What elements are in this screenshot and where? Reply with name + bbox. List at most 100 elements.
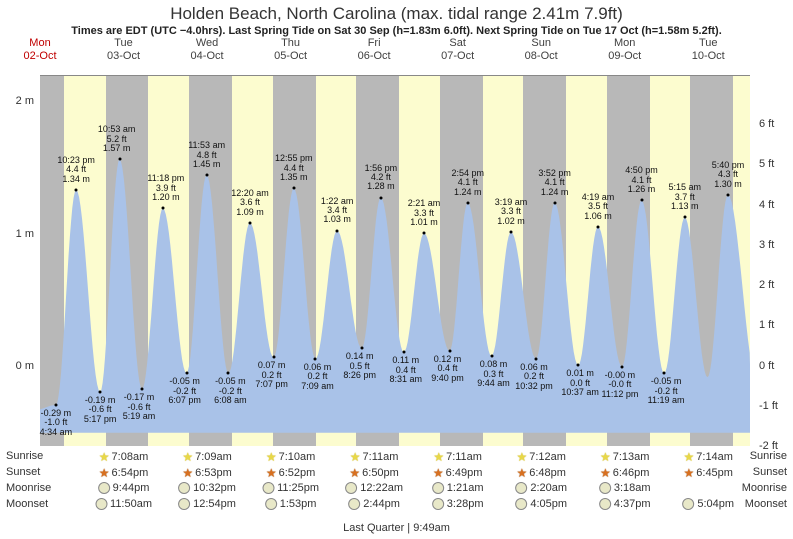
tide-point	[490, 355, 493, 358]
y-tick-ft: 2 ft	[759, 279, 793, 291]
tide-point	[509, 230, 512, 233]
footer-row-label: Moonset	[6, 498, 66, 510]
sun-moon-time: ★7:10am	[266, 450, 315, 464]
sun-moon-time: ★7:08am	[99, 450, 148, 464]
high-tide-label: 11:53 am4.8 ft1.45 m	[188, 141, 225, 169]
high-tide-label: 12:20 am3.6 ft1.09 m	[231, 189, 269, 217]
sun-moon-time: ★7:12am	[516, 450, 565, 464]
y-tick-ft: -1 ft	[759, 400, 793, 412]
tide-point	[185, 372, 188, 375]
sun-moon-time: ★6:53pm	[182, 466, 231, 480]
sun-moon-time: ★6:52pm	[266, 466, 315, 480]
tide-point	[596, 225, 599, 228]
sun-moon-time: 1:21am	[432, 482, 484, 494]
high-tide-label: 4:19 am3.5 ft1.06 m	[582, 193, 615, 221]
sun-moon-time: 11:25pm	[262, 482, 319, 494]
y-tick-m: 1 m	[0, 228, 34, 240]
tide-chart: Holden Beach, North Carolina (max. tidal…	[0, 0, 793, 539]
date-label: Sun08-Oct	[525, 37, 558, 63]
date-label: Mon09-Oct	[608, 37, 641, 63]
high-tide-label: 5:15 am3.7 ft1.13 m	[668, 183, 701, 211]
date-label: Thu05-Oct	[274, 37, 307, 63]
y-tick-ft: 6 ft	[759, 118, 793, 130]
footer-row-label: Moonset	[727, 498, 787, 510]
y-axis-meters: 0 m 1 m 2 m	[0, 75, 38, 445]
high-tide-label: 3:52 pm4.1 ft1.24 m	[538, 169, 571, 197]
tide-point	[663, 372, 666, 375]
high-tide-label: 11:18 pm3.9 ft1.20 m	[147, 174, 184, 202]
low-tide-label: -0.05 m-0.2 ft11:19 am	[648, 377, 685, 405]
moon-phase: Last Quarter | 9:49am	[0, 522, 793, 534]
sun-moon-time: 5:04pm	[682, 498, 734, 510]
low-tide-label: 0.06 m0.2 ft10:32 pm	[515, 363, 553, 391]
low-tide-label: -0.05 m-0.2 ft6:08 am	[214, 377, 247, 405]
date-label: Wed04-Oct	[191, 37, 224, 63]
y-tick-ft: 0 ft	[759, 360, 793, 372]
low-tide-label: 0.06 m0.2 ft7:09 am	[301, 363, 334, 391]
low-tide-label: 0.12 m0.4 ft9:40 pm	[431, 355, 464, 383]
tide-point	[402, 351, 405, 354]
high-tide-label: 1:22 am3.4 ft1.03 m	[321, 197, 354, 225]
low-tide-label: -0.17 m-0.6 ft5:19 am	[123, 393, 156, 421]
y-tick-ft: 5 ft	[759, 158, 793, 170]
high-tide-label: 10:53 am5.2 ft1.57 m	[98, 125, 136, 153]
tide-point	[118, 158, 121, 161]
footer-row-label: Sunrise	[727, 450, 787, 462]
date-label: Tue10-Oct	[692, 37, 725, 63]
tide-point	[466, 201, 469, 204]
sun-moon-time: ★7:11am	[350, 450, 399, 464]
sun-moon-time: 10:32pm	[178, 482, 236, 494]
high-tide-label: 5:40 pm4.3 ft1.30 m	[712, 161, 745, 189]
tide-point	[75, 188, 78, 191]
tide-point	[205, 174, 208, 177]
sun-moon-time: 12:22am	[345, 482, 403, 494]
footer-row-label: Sunset	[727, 466, 787, 478]
footer-row-label: Sunset	[6, 466, 66, 478]
tide-point	[161, 207, 164, 210]
high-tide-label: 2:54 pm4.1 ft1.24 m	[451, 169, 484, 197]
sun-moon-time: ★7:13am	[600, 450, 649, 464]
tide-point	[314, 357, 317, 360]
y-tick-ft: 3 ft	[759, 239, 793, 251]
tide-point	[379, 196, 382, 199]
tide-point	[535, 357, 538, 360]
high-tide-label: 1:56 pm4.2 ft1.28 m	[365, 164, 398, 192]
footer-row-label: Moonrise	[727, 482, 787, 494]
date-label: Tue03-Oct	[107, 37, 140, 63]
chart-title: Holden Beach, North Carolina (max. tidal…	[0, 4, 793, 24]
date-label: Fri06-Oct	[358, 37, 391, 63]
sun-moon-time: 12:54pm	[178, 498, 236, 510]
sun-moon-time: 3:18am	[599, 482, 651, 494]
tide-point	[141, 388, 144, 391]
high-tide-label: 3:19 am3.3 ft1.02 m	[495, 198, 528, 226]
chart-subtitle: Times are EDT (UTC −4.0hrs). Last Spring…	[0, 25, 793, 37]
low-tide-label: -0.05 m-0.2 ft6:07 pm	[168, 377, 201, 405]
sun-moon-time: ★7:14am	[684, 450, 733, 464]
y-tick-m: 2 m	[0, 95, 34, 107]
sun-moon-time: 9:44pm	[98, 482, 150, 494]
tide-point	[292, 187, 295, 190]
y-tick-m: 0 m	[0, 360, 34, 372]
sun-moon-time: ★6:46pm	[600, 466, 649, 480]
sun-moon-time: ★6:49pm	[433, 466, 482, 480]
date-axis: Mon02-OctTue03-OctWed04-OctThu05-OctFri0…	[40, 37, 750, 77]
sun-moon-time: 2:44pm	[348, 498, 400, 510]
sun-moon-time: ★6:54pm	[99, 466, 148, 480]
sun-moon-time: 2:20am	[515, 482, 567, 494]
date-label: Sat07-Oct	[441, 37, 474, 63]
footer-row-label: Moonrise	[6, 482, 66, 494]
sun-moon-time: ★6:45pm	[684, 466, 733, 480]
low-tide-label: -0.19 m-0.6 ft5:17 pm	[84, 396, 117, 424]
low-tide-label: 0.11 m0.4 ft8:31 am	[390, 356, 423, 384]
tide-point	[54, 404, 57, 407]
sun-moon-time: 4:37pm	[599, 498, 651, 510]
tide-point	[248, 221, 251, 224]
tide-point	[272, 356, 275, 359]
high-tide-label: 10:23 pm4.4 ft1.34 m	[57, 156, 95, 184]
tide-curve	[40, 76, 750, 446]
low-tide-label: -0.00 m-0.0 ft11:12 pm	[601, 371, 638, 399]
tide-point	[423, 232, 426, 235]
low-tide-label: 0.14 m0.5 ft8:26 pm	[343, 352, 376, 380]
tide-point	[577, 364, 580, 367]
high-tide-label: 12:55 pm4.4 ft1.35 m	[275, 154, 313, 182]
